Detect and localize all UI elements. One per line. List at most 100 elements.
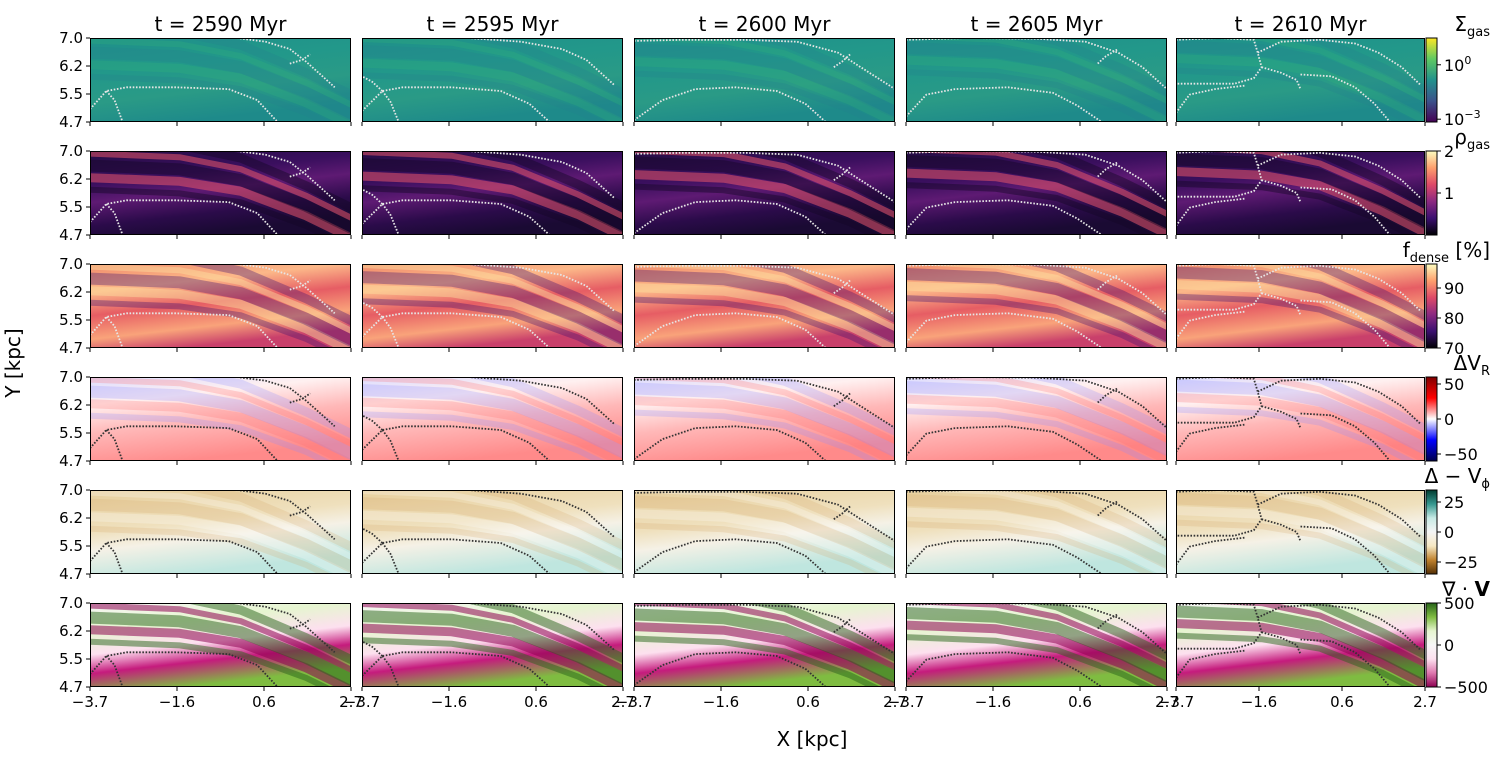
field-streak — [634, 269, 895, 345]
panel-frame — [906, 603, 1167, 687]
spiral-arm-track — [289, 279, 311, 291]
spiral-arm-track — [90, 312, 279, 348]
x-tick-label: 2.7 — [883, 693, 907, 711]
spiral-arm-track — [906, 264, 1167, 316]
x-tick-label: −1.6 — [159, 693, 195, 711]
panel-r3-c2 — [633, 377, 896, 465]
heatmap-field — [1176, 264, 1425, 348]
field-streak — [90, 264, 351, 334]
x-tick-label: −3.7 — [72, 693, 108, 711]
field-streak — [906, 281, 1167, 348]
field-streak — [906, 55, 1167, 122]
panel-r1-c2 — [633, 151, 896, 239]
field-streak — [185, 38, 351, 100]
field-streak — [1176, 54, 1425, 122]
spiral-arm-track — [381, 655, 400, 687]
colorbar-label: Δ − Vϕ — [1425, 464, 1490, 492]
heatmap-field — [1176, 377, 1425, 461]
field-streak — [743, 151, 895, 210]
field-streak — [1176, 379, 1425, 455]
field-streak — [1022, 38, 1167, 96]
panel-frame — [362, 264, 623, 348]
field-streak — [362, 38, 623, 107]
panel-frame — [634, 377, 895, 461]
x-tick-label: −1.6 — [1241, 693, 1277, 711]
heatmap-field — [906, 377, 1167, 461]
panel-r0-c3 — [905, 38, 1168, 126]
heatmap-field — [1176, 38, 1425, 122]
panel-r1-c3 — [905, 151, 1168, 239]
x-tick-label: −3.7 — [1158, 693, 1194, 711]
spiral-arm-track — [1257, 377, 1422, 426]
field-streak — [90, 299, 332, 348]
column-title: t = 2605 Myr — [971, 12, 1104, 36]
field-streak — [634, 38, 895, 106]
panel-frame — [634, 264, 895, 348]
panel-frame — [90, 151, 351, 235]
spiral-arm-track — [1176, 84, 1247, 114]
field-streak — [1189, 264, 1425, 329]
spiral-arm-track — [236, 377, 336, 427]
y-tick-label: 6.2 — [59, 622, 83, 640]
field-streak — [362, 411, 607, 461]
spiral-arm-track — [906, 38, 1167, 90]
heatmap-field — [1176, 490, 1425, 574]
field-streak — [743, 38, 895, 97]
colorbar-r2: 90 80 70 fdense [%] — [1403, 238, 1490, 358]
panel-frame — [362, 151, 623, 235]
field-streak — [464, 377, 623, 437]
colorbar-label: ∇ · V — [1441, 577, 1490, 601]
spiral-arm-track — [362, 527, 384, 544]
field-streak — [464, 603, 623, 663]
spiral-arm-track — [289, 618, 311, 630]
y-tick-label: 6.2 — [59, 170, 83, 188]
field-streak — [906, 295, 1156, 348]
spiral-arm-track — [1261, 66, 1302, 90]
field-streak — [634, 151, 895, 219]
field-streak — [1176, 67, 1417, 122]
heatmap-field — [906, 490, 1167, 574]
panel-r5-c4: −3.7 −1.6 0.6 2.7 — [1158, 603, 1437, 711]
spiral-arm-track — [906, 151, 1167, 203]
spiral-arm-track — [906, 490, 1167, 542]
colorbar-label: ΔVR — [1454, 351, 1490, 379]
field-streak — [1176, 180, 1417, 235]
spiral-arm-track — [634, 264, 895, 316]
spiral-arm-track — [1097, 387, 1119, 404]
y-tick-label: 7.0 — [59, 142, 83, 160]
colorbar-tick-label: 25 — [1444, 493, 1464, 512]
spiral-arm-track — [1176, 423, 1247, 453]
field-streak — [906, 381, 1167, 456]
spiral-arm-track — [90, 199, 279, 235]
field-streak — [1189, 377, 1425, 442]
y-tick-label: 5.5 — [59, 85, 83, 103]
colorbar-label: ρgas — [1454, 125, 1490, 153]
field-streak — [464, 38, 623, 98]
x-tick-label: 0.6 — [796, 693, 820, 711]
heatmap-field — [906, 264, 1167, 348]
x-axis-label: X [kpc] — [777, 727, 848, 751]
panel-frame — [906, 490, 1167, 574]
x-tick-label: 2.7 — [1155, 693, 1179, 711]
panel-frame — [90, 377, 351, 461]
x-tick-label: −1.6 — [703, 693, 739, 711]
field-streak — [185, 603, 351, 665]
panel-r2-c4 — [1175, 264, 1426, 352]
spiral-arm-track — [1300, 412, 1391, 461]
colorbar-tick-label: 0 — [1444, 410, 1454, 429]
field-streak — [634, 490, 895, 558]
spiral-arm-track — [1176, 310, 1247, 340]
spiral-arm-track — [289, 392, 311, 404]
panel-frame — [362, 38, 623, 122]
x-tick-label: 0.6 — [1068, 693, 1092, 711]
x-tick-label: −3.7 — [616, 693, 652, 711]
panel-frame — [90, 490, 351, 574]
field-streak — [1189, 603, 1425, 668]
spiral-arm-track — [90, 86, 279, 122]
field-streak — [362, 524, 607, 574]
column-titles: t = 2590 Myr t = 2595 Myr t = 2600 Myr t = … — [155, 12, 1368, 36]
field-streak — [90, 625, 351, 687]
panel-frame — [90, 603, 351, 687]
colorbar-r1: 2 1 ρgas — [1425, 125, 1490, 236]
